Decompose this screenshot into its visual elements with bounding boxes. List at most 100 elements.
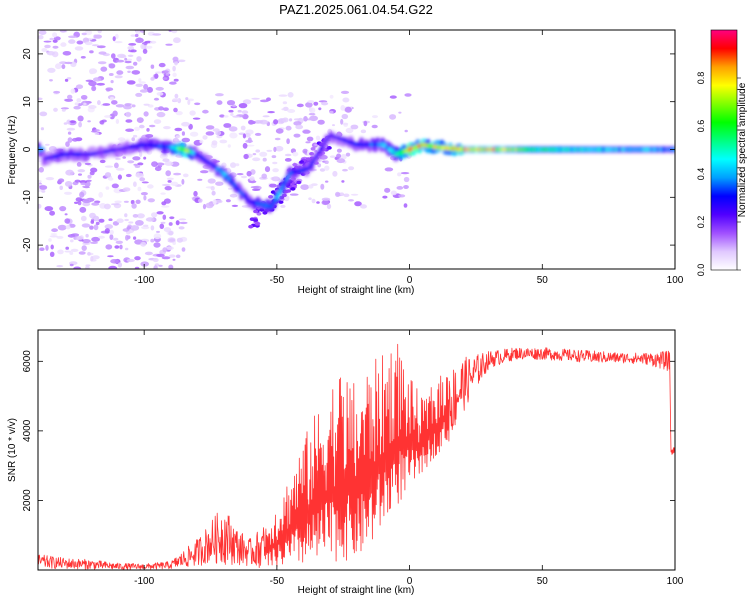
spectrogram-cell [131, 104, 136, 108]
x-tick-label: 0 [407, 275, 413, 286]
spectrogram-cell [165, 246, 174, 251]
spectrogram-cell [135, 92, 143, 97]
spectrogram-cell [134, 33, 139, 38]
spectrogram-cell [348, 166, 355, 171]
spectrogram-cell [215, 181, 224, 186]
spectrogram-cell [254, 120, 264, 124]
spectrogram-cell [236, 173, 244, 176]
spectrogram-cell [114, 41, 123, 44]
spectrogram-cell [273, 146, 277, 152]
spectrogram-cell [76, 98, 82, 103]
spectrogram-cell [96, 45, 106, 49]
spectrogram-cell [44, 44, 51, 49]
spectrogram-cell [145, 45, 153, 49]
spectrogram-cell [354, 201, 362, 207]
spectrogram-cell [87, 174, 92, 179]
spectrogram-cell [156, 92, 164, 96]
spectrogram-cell [172, 72, 177, 78]
spectrogram-cell [59, 206, 67, 212]
x-tick-label: 100 [667, 275, 684, 286]
spectrogram-cell [174, 60, 178, 66]
spectrogram-cell [214, 199, 223, 204]
spectrogram-cell [167, 180, 172, 183]
spectrogram-cell [309, 115, 318, 122]
spectrogram-cell [262, 115, 270, 118]
spectrogram-cell [228, 109, 234, 113]
spectrogram-cell [270, 190, 276, 194]
spectrogram-cell [175, 111, 183, 116]
spectrogram-cell [135, 83, 143, 88]
spectrogram-cell [169, 216, 175, 220]
spectrogram-cell [174, 127, 183, 132]
spectrogram-cell [251, 97, 260, 100]
y-tick-label: 0 [22, 146, 33, 152]
spectrogram-cell [115, 157, 121, 161]
spectrogram-cell [198, 198, 203, 203]
spectrogram-cell [74, 102, 79, 106]
spectrogram-cell [48, 238, 52, 242]
spectrogram-cell [259, 151, 268, 157]
spectrogram-cell [162, 247, 168, 253]
spectrogram-cell [81, 223, 91, 228]
spectrogram-cell [165, 43, 173, 46]
spectrogram-cell [231, 204, 239, 207]
x-tick-label: 0 [407, 576, 413, 587]
spectrogram-cell [93, 77, 102, 82]
spectrogram-cell [212, 128, 220, 132]
spectrogram-cell [242, 99, 252, 105]
spectrogram-cell [40, 127, 45, 131]
spectrogram-cell [152, 33, 162, 36]
spectrogram-cell [61, 108, 66, 112]
spectrogram-cell [114, 33, 119, 40]
spectrogram-cell [305, 102, 313, 108]
spectrogram-cell [130, 49, 137, 53]
spectrogram-cell [38, 179, 42, 183]
spectrogram-cell [173, 37, 181, 44]
spectrogram-cell [89, 171, 95, 176]
spectrogram-cell [117, 137, 126, 141]
spectrogram-cell [396, 186, 404, 190]
spectrogram-cell [38, 203, 42, 209]
spectrogram-cell [303, 116, 308, 122]
spectrogram-cell [162, 107, 169, 111]
spectrogram-cell [398, 194, 406, 198]
spectrogram-cell [223, 123, 232, 128]
spectrogram-cell [147, 184, 154, 189]
spectrogram-cell [172, 65, 176, 72]
spectrogram-cell [150, 77, 155, 81]
spectrogram-cell [75, 84, 84, 89]
spectrogram-cell [108, 265, 118, 269]
spectrogram-cell [143, 103, 150, 106]
spectrogram-cell [302, 129, 311, 134]
spectrogram-cell [139, 151, 143, 158]
snr-y-label: SNR (10 * v/v) [7, 418, 18, 482]
spectrogram-cell [124, 218, 129, 222]
spectrogram-cell [82, 185, 88, 188]
spectrogram-cell [89, 68, 95, 75]
spectrogram-cell [108, 218, 113, 221]
spectrogram-cell [125, 119, 133, 123]
colorbar-tick-label: 0.4 [696, 168, 706, 181]
spectrogram-cell [105, 87, 114, 91]
y-tick-label: 10 [22, 96, 33, 108]
spectrogram-cell [329, 110, 334, 114]
spectrogram-cell [311, 198, 316, 204]
spectrogram-cell [253, 218, 259, 222]
y-tick-label: 4000 [22, 419, 33, 442]
spectrogram-cell [205, 131, 215, 136]
spectrogram-cell [66, 119, 71, 125]
spectrogram-cell [64, 181, 73, 187]
spectrogram-cell [145, 134, 154, 138]
spectrogram-cell [134, 165, 141, 169]
spectrogram-cell [143, 195, 147, 201]
spectrogram-cell [73, 105, 81, 110]
spectrogram-cell [228, 126, 238, 132]
spectrogram-cell [74, 179, 81, 183]
spectrogram-cell [66, 77, 72, 80]
spectrogram-cell [398, 111, 402, 114]
spectrogram-cell [194, 102, 201, 106]
spectrogram-cell [46, 51, 55, 56]
spectrogram-cell [146, 86, 153, 93]
spectrogram-cell [119, 244, 123, 250]
